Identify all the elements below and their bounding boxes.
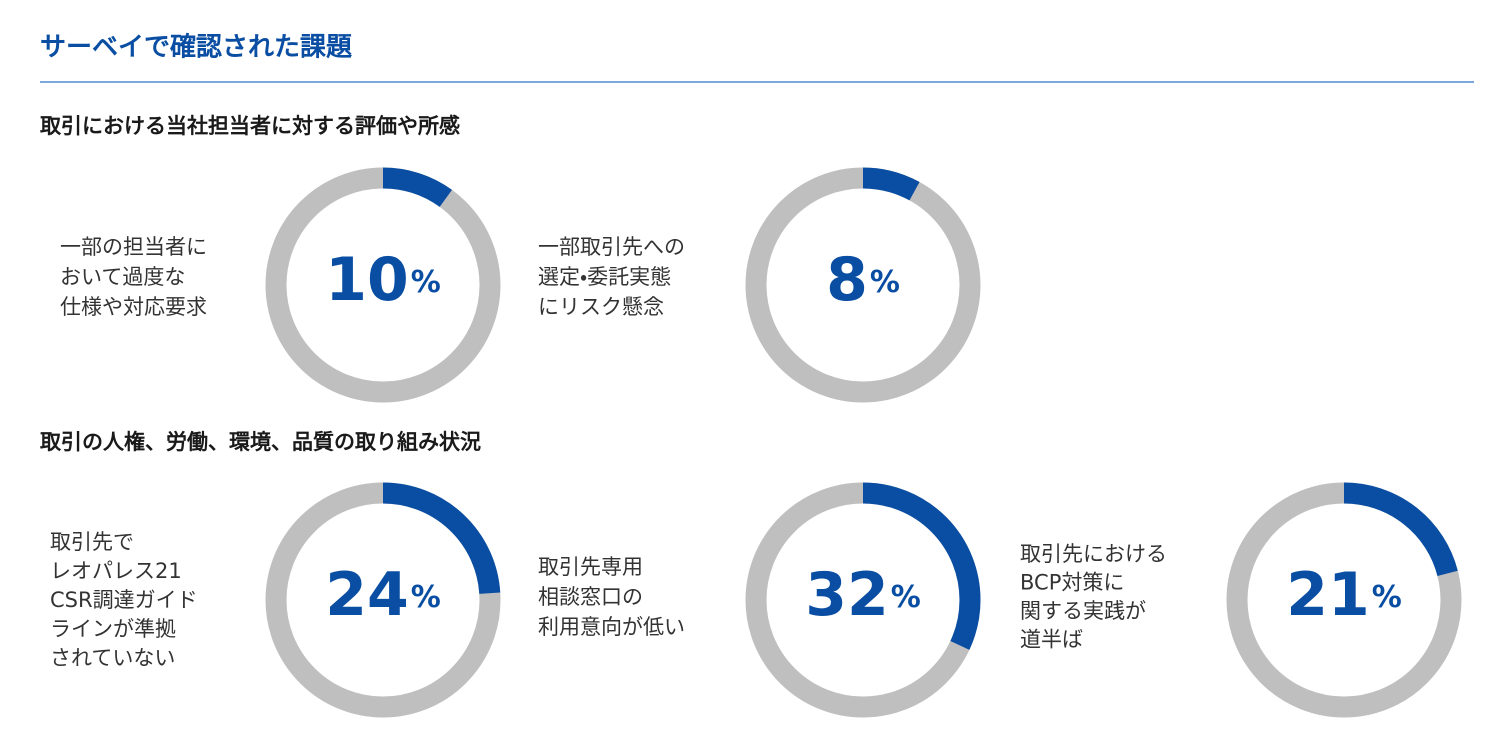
section-heading: 取引における当社担当者に対する評価や所感: [40, 114, 460, 138]
value-unit: %: [411, 580, 441, 615]
section-heading: 取引の人権、労働、環境、品質の取り組み状況: [40, 430, 481, 454]
donut-label-line: 関する実践が: [1020, 599, 1146, 623]
value-number: 24: [325, 560, 409, 630]
donut-value: 10%: [325, 245, 441, 315]
value-unit: %: [870, 265, 900, 300]
donut-value: 8%: [826, 245, 900, 315]
donut-label-line: にリスク懸念: [538, 295, 664, 319]
donut-label-line: 取引先における: [1020, 542, 1167, 566]
donut-segment: [745, 482, 981, 718]
donut-label-line: されていない: [50, 646, 175, 670]
donut-label-line: レオパレス21: [50, 559, 182, 583]
value-number: 10: [325, 245, 409, 315]
value-number: 32: [805, 560, 889, 630]
donut-label-line: CSR調達ガイド: [50, 588, 198, 612]
donut-label-line: 一部の担当者に: [60, 235, 207, 259]
donut-label-line: 取引先で: [50, 530, 134, 554]
donut-segment: [265, 167, 501, 403]
value-number: 21: [1286, 560, 1370, 630]
donut-value: 24%: [325, 560, 441, 630]
donut-label-line: ラインが準拠: [50, 617, 176, 641]
donut-label-line: 取引先専用: [538, 555, 643, 579]
donut-label-line: 利用意向が低い: [538, 615, 685, 639]
page-title: サーベイで確認された課題: [40, 33, 353, 63]
donut-segment: [1226, 482, 1462, 718]
donut-label-line: 相談窓口の: [538, 585, 643, 609]
donut-value: 21%: [1286, 560, 1402, 630]
donut-label-line: 仕様や対応要求: [60, 295, 207, 319]
donut-label-line: BCP対策に: [1020, 571, 1124, 595]
donut-label-line: 選定・委託実態: [538, 265, 671, 289]
donut-segment: [745, 167, 981, 403]
value-unit: %: [1372, 580, 1402, 615]
donut-label-line: 道半ば: [1020, 628, 1083, 652]
donut-value: 32%: [805, 560, 921, 630]
donut-segment: [265, 482, 501, 718]
value-unit: %: [411, 265, 441, 300]
value-number: 8: [826, 245, 868, 315]
donut-label-line: おいて過度な: [60, 265, 185, 289]
value-unit: %: [891, 580, 921, 615]
donut-label-line: 一部取引先への: [538, 235, 685, 259]
